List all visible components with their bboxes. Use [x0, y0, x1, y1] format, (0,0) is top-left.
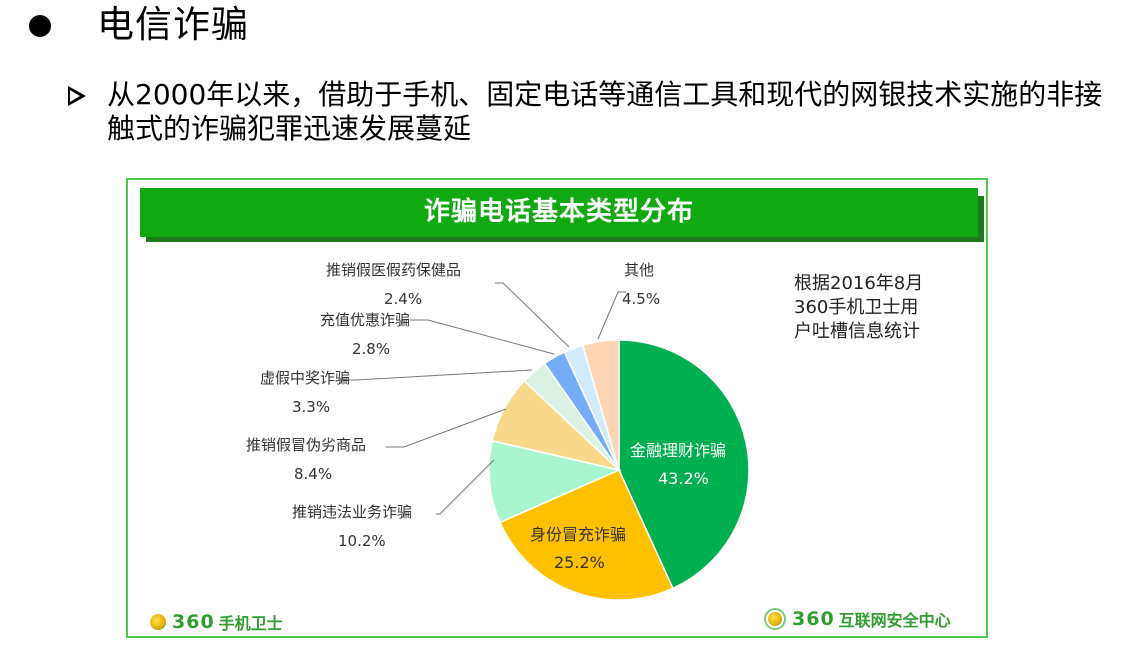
label-identity: 身份冒充诈骗 [530, 525, 627, 544]
pct-counterfeit: 8.4% [294, 465, 333, 483]
pct-recharge: 2.8% [352, 340, 391, 358]
logo-360-mobile-guard: 360 手机卫士 [150, 610, 283, 634]
pie-chart-figure: 诈骗电话基本类型分布 推销假医假药保健品 2.4% 充值优惠诈骗 2.8% 虚假… [126, 178, 988, 638]
label-recharge: 充值优惠诈骗 [320, 311, 411, 329]
pie-slice [581, 339, 620, 471]
source-note: 根据2016年8月 360手机卫士用 户吐槽信息统计 [794, 273, 924, 342]
pct-identity: 25.2% [554, 553, 605, 572]
arrow-bullet-icon [68, 86, 86, 106]
pct-finance: 43.2% [658, 469, 709, 488]
label-illegal: 推销违法业务诈骗 [292, 503, 413, 521]
pie-slice [488, 439, 622, 524]
pct-medicine: 2.4% [384, 290, 423, 308]
360-ring-logo-icon [764, 608, 786, 630]
label-counterfeit: 推销假冒伪劣商品 [246, 436, 367, 454]
slide-heading: 电信诈骗 [97, 3, 249, 46]
chart-title-banner: 诈骗电话基本类型分布 [140, 188, 978, 237]
label-finance: 金融理财诈骗 [630, 441, 727, 460]
logo-360-security-center: 360 互联网安全中心 [764, 607, 951, 631]
bullet-dot-icon [29, 15, 51, 37]
360-logo-icon [150, 614, 166, 630]
label-medicine: 推销假医假药保健品 [326, 261, 462, 279]
pct-illegal: 10.2% [338, 532, 386, 550]
pct-prize: 3.3% [292, 398, 331, 416]
slide-subpoint: 从2000年以来，借助于手机、固定电话等通信工具和现代的网银技术实施的非接触式的… [107, 78, 1103, 145]
pie-slice [499, 469, 674, 601]
pie-slice [618, 339, 750, 590]
pie-chart [338, 282, 750, 601]
label-prize: 虚假中奖诈骗 [260, 369, 351, 387]
label-other: 其他 [624, 261, 655, 279]
leader-lines [338, 282, 626, 515]
pct-other: 4.5% [622, 290, 661, 308]
